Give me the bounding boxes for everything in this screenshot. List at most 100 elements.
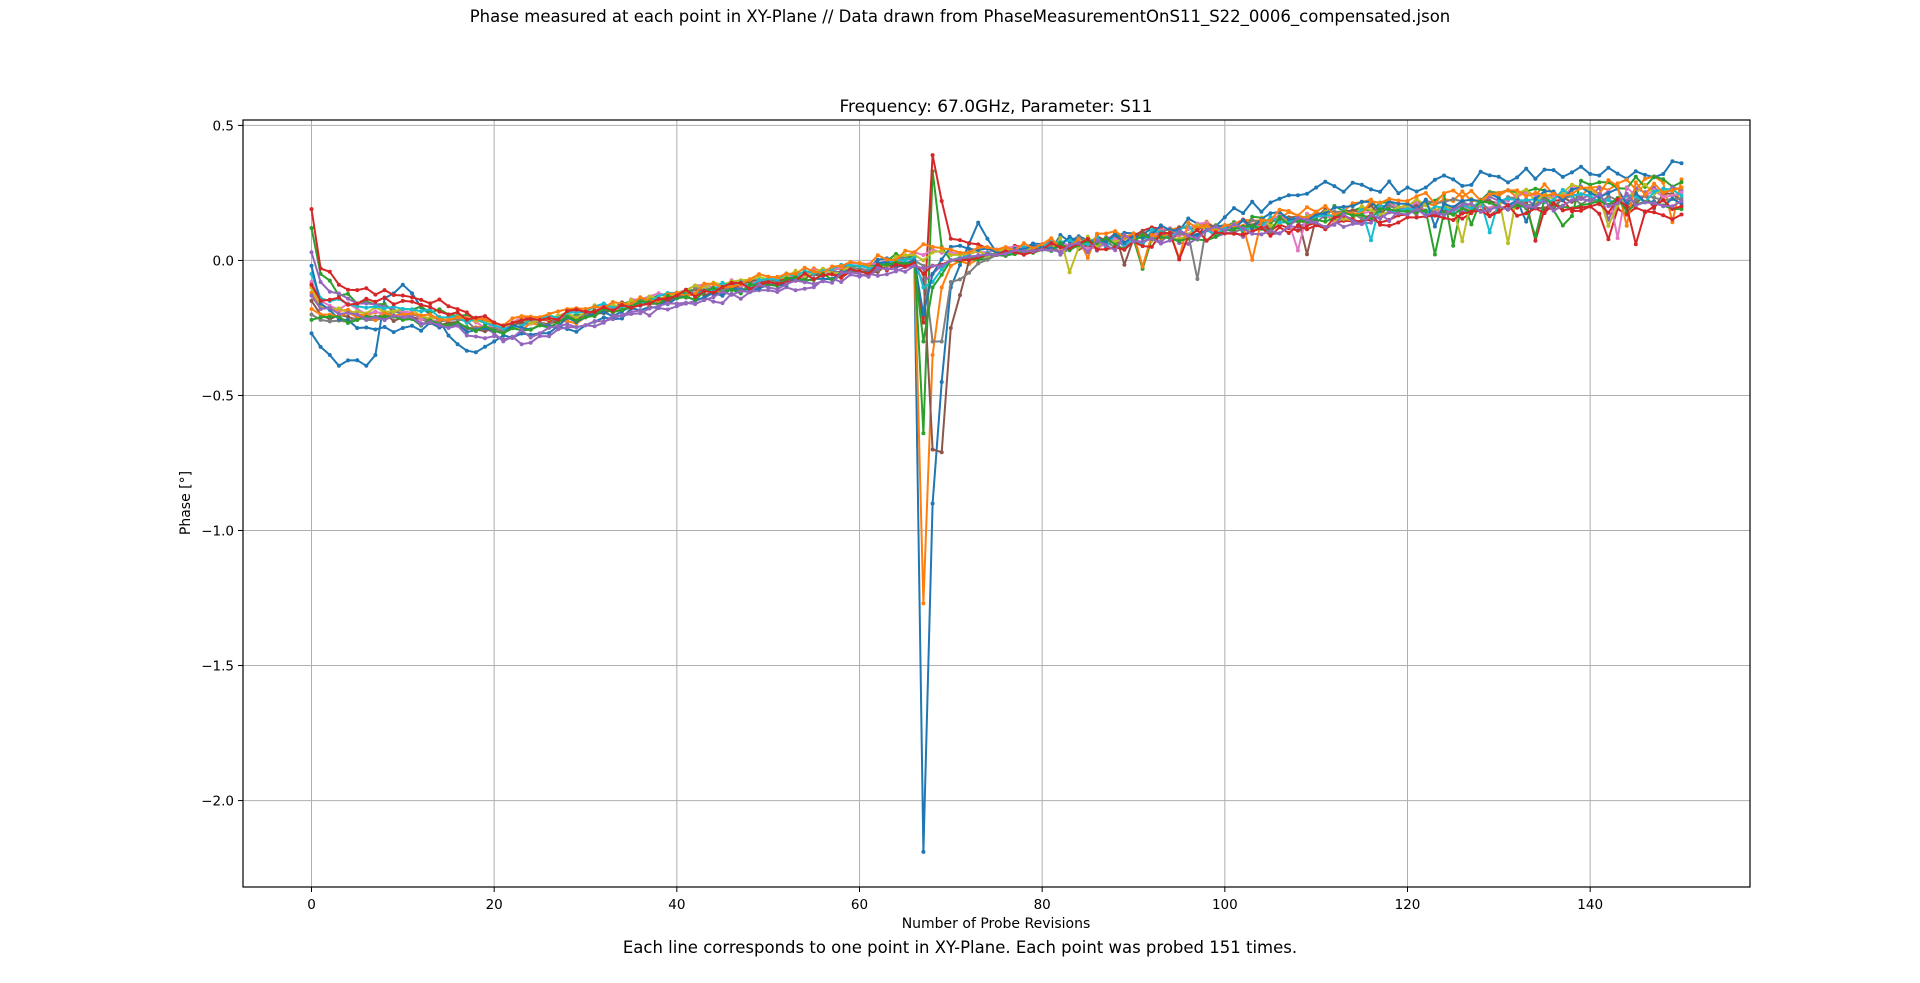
data-point bbox=[364, 363, 369, 368]
data-point bbox=[1213, 230, 1218, 235]
data-point bbox=[1469, 188, 1474, 193]
data-point bbox=[775, 281, 780, 286]
data-point bbox=[1533, 191, 1538, 195]
data-point bbox=[1469, 222, 1474, 227]
data-point bbox=[665, 294, 670, 298]
data-point bbox=[1451, 188, 1456, 193]
data-point bbox=[1359, 222, 1364, 227]
data-point bbox=[519, 342, 524, 347]
data-point bbox=[1442, 213, 1446, 217]
data-point bbox=[702, 281, 707, 286]
data-point bbox=[1451, 212, 1456, 217]
data-point bbox=[1021, 249, 1026, 254]
data-point bbox=[336, 282, 341, 287]
data-point bbox=[720, 280, 725, 285]
data-point bbox=[528, 321, 533, 326]
data-point bbox=[1579, 192, 1583, 197]
data-point bbox=[857, 261, 862, 266]
data-point bbox=[638, 308, 643, 313]
data-point bbox=[336, 312, 341, 316]
data-point bbox=[747, 286, 752, 291]
data-point bbox=[327, 319, 332, 324]
series-line bbox=[310, 154, 1682, 330]
data-point bbox=[1369, 238, 1373, 243]
data-point bbox=[1259, 218, 1264, 223]
data-point bbox=[1597, 173, 1602, 178]
data-point bbox=[930, 353, 935, 357]
data-point bbox=[364, 296, 369, 301]
data-point bbox=[1268, 218, 1273, 223]
data-point bbox=[1487, 214, 1492, 219]
data-point bbox=[903, 269, 908, 274]
y-tick-label: 0.0 bbox=[213, 253, 234, 269]
data-point bbox=[775, 287, 780, 292]
data-point bbox=[1679, 180, 1684, 185]
data-point bbox=[638, 303, 643, 308]
data-point bbox=[391, 309, 396, 314]
data-point bbox=[1204, 238, 1209, 243]
data-point bbox=[1387, 196, 1392, 201]
data-point bbox=[592, 324, 597, 329]
data-point bbox=[1323, 179, 1328, 184]
data-point bbox=[875, 257, 880, 262]
data-point bbox=[610, 303, 615, 307]
data-point bbox=[318, 280, 323, 284]
data-point bbox=[318, 307, 323, 311]
data-point bbox=[519, 331, 524, 336]
data-point bbox=[1268, 200, 1273, 205]
data-point bbox=[1506, 180, 1510, 185]
data-point bbox=[1524, 219, 1529, 224]
data-point bbox=[1350, 201, 1355, 206]
data-point bbox=[1195, 228, 1200, 232]
data-point bbox=[1323, 225, 1328, 229]
data-point bbox=[693, 297, 698, 302]
data-point bbox=[346, 287, 350, 292]
data-point bbox=[1633, 203, 1638, 208]
data-point bbox=[1113, 229, 1118, 234]
data-point bbox=[1113, 248, 1118, 253]
data-point bbox=[1560, 203, 1565, 208]
data-point bbox=[373, 353, 378, 357]
data-point bbox=[1104, 247, 1109, 252]
data-point bbox=[1560, 208, 1565, 213]
data-point bbox=[327, 289, 332, 294]
data-point bbox=[547, 311, 551, 316]
data-point bbox=[446, 317, 451, 322]
data-point bbox=[373, 318, 378, 323]
data-point bbox=[1679, 204, 1684, 209]
data-point bbox=[1350, 180, 1355, 185]
data-point bbox=[656, 297, 661, 301]
data-point bbox=[1195, 232, 1200, 237]
data-point bbox=[464, 348, 469, 353]
data-point bbox=[510, 336, 515, 340]
data-point bbox=[994, 247, 999, 252]
data-point bbox=[1679, 193, 1684, 198]
data-point bbox=[364, 325, 369, 330]
data-point bbox=[1168, 230, 1172, 235]
data-point bbox=[1040, 242, 1045, 247]
data-point bbox=[1085, 242, 1090, 246]
plot-frame bbox=[242, 119, 1751, 888]
data-point bbox=[428, 301, 433, 306]
data-point bbox=[1524, 198, 1529, 203]
data-point bbox=[839, 264, 844, 268]
data-point bbox=[1551, 201, 1556, 206]
data-point bbox=[1478, 209, 1483, 214]
data-point bbox=[757, 282, 761, 287]
data-point bbox=[1113, 242, 1118, 247]
data-point bbox=[1606, 178, 1611, 183]
data-point bbox=[473, 350, 478, 355]
data-point bbox=[1140, 264, 1145, 269]
data-point bbox=[656, 294, 661, 299]
data-point bbox=[1222, 228, 1227, 233]
data-point bbox=[318, 266, 323, 271]
data-point bbox=[985, 245, 990, 250]
data-point bbox=[757, 272, 761, 277]
data-point bbox=[620, 313, 624, 318]
data-point bbox=[921, 312, 926, 317]
data-point bbox=[373, 309, 378, 314]
data-point bbox=[848, 267, 853, 272]
data-point bbox=[309, 293, 314, 298]
data-point bbox=[1487, 207, 1492, 212]
data-point bbox=[821, 279, 825, 284]
